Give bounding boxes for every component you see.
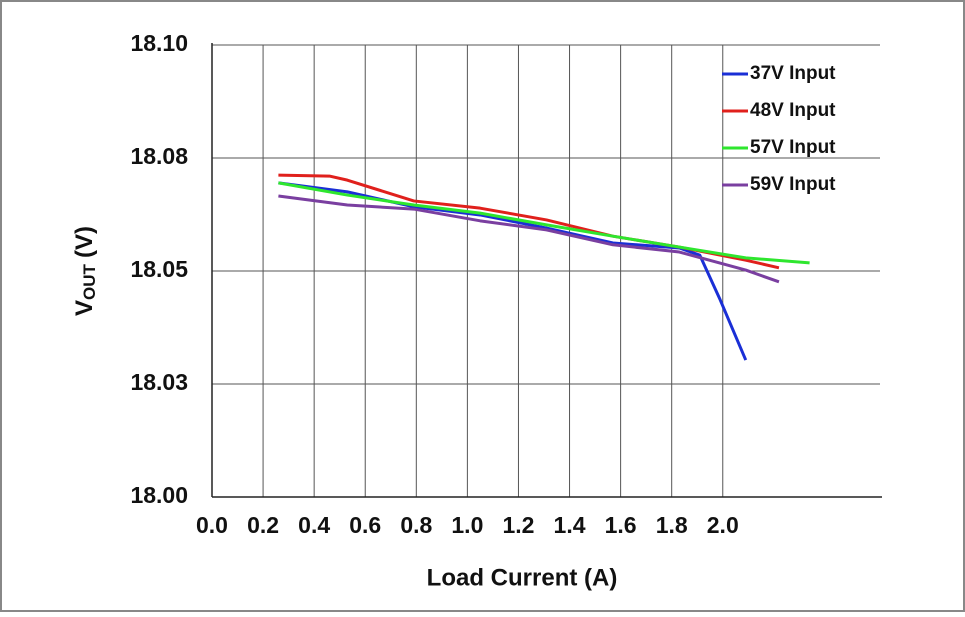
legend-label: 37V Input <box>750 63 836 84</box>
x-tick-label: 0.6 <box>349 512 381 538</box>
y-label-main: V <box>71 300 98 316</box>
series-line <box>278 181 810 265</box>
legend-label: 57V Input <box>750 137 836 158</box>
x-tick-label: 1.4 <box>554 512 586 538</box>
y-axis-title: VOUT (V) <box>71 226 99 316</box>
legend-label: 59V Input <box>750 174 836 195</box>
y-label-sub: OUT <box>80 263 99 300</box>
x-tick-label: 2.0 <box>707 512 739 538</box>
x-tick-label: 1.6 <box>605 512 637 538</box>
legend-label: 48V Input <box>750 100 836 121</box>
x-tick-label: 0.2 <box>247 512 279 538</box>
y-label-unit: (V) <box>71 226 98 258</box>
x-tick-label: 1.2 <box>502 512 534 538</box>
x-tick-label: 1.8 <box>656 512 688 538</box>
y-tick-label: 18.05 <box>130 256 188 282</box>
x-tick-label: 0.4 <box>298 512 330 538</box>
y-tick-label: 18.03 <box>130 369 188 395</box>
x-tick-label: 1.0 <box>451 512 483 538</box>
x-axis-title: Load Current (A) <box>427 564 618 591</box>
y-tick-label: 18.10 <box>130 30 188 56</box>
x-tick-label: 0.8 <box>400 512 432 538</box>
y-tick-label: 18.08 <box>130 143 188 169</box>
x-tick-label: 0.0 <box>196 512 228 538</box>
series-line <box>278 194 780 284</box>
y-tick-label: 18.00 <box>130 482 188 508</box>
